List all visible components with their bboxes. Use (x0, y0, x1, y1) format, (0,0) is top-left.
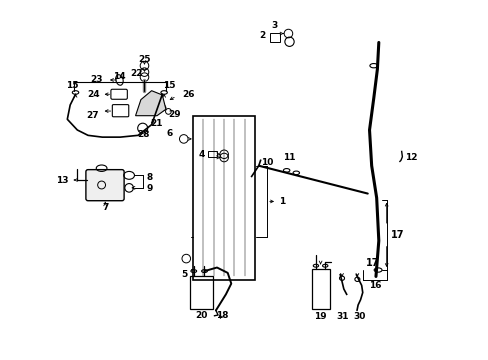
Text: 7: 7 (102, 203, 108, 212)
Text: 15: 15 (65, 81, 78, 90)
Text: 3: 3 (271, 21, 277, 30)
Text: 4: 4 (199, 150, 205, 159)
Bar (311, 269, 329, 309)
Text: 29: 29 (168, 111, 181, 120)
Text: 26: 26 (183, 90, 195, 99)
Text: 23: 23 (90, 76, 102, 85)
Text: 15: 15 (163, 81, 175, 90)
Text: 17: 17 (365, 258, 378, 269)
Polygon shape (135, 91, 165, 116)
Bar (269, 33, 280, 42)
Text: 20: 20 (195, 311, 207, 320)
FancyBboxPatch shape (86, 170, 124, 201)
Bar (192, 116, 255, 280)
Text: 12: 12 (404, 153, 416, 162)
Text: 14: 14 (113, 72, 126, 81)
Text: 24: 24 (87, 90, 100, 99)
Text: 27: 27 (86, 111, 99, 120)
Text: 8: 8 (146, 173, 152, 182)
Text: 28: 28 (137, 130, 149, 139)
Text: 13: 13 (56, 176, 68, 185)
Text: 11: 11 (283, 153, 295, 162)
Text: 30: 30 (352, 312, 365, 321)
Bar (190, 276, 213, 309)
Text: 25: 25 (138, 55, 150, 64)
Text: 31: 31 (335, 312, 348, 321)
Text: 1: 1 (279, 197, 285, 206)
Text: 9: 9 (147, 184, 153, 193)
Bar (207, 151, 217, 157)
Text: 16: 16 (368, 281, 381, 290)
Text: 5: 5 (182, 270, 187, 279)
Text: 10: 10 (260, 158, 272, 167)
Text: 18: 18 (216, 311, 228, 320)
Text: 17: 17 (390, 230, 404, 240)
Text: 6: 6 (166, 129, 173, 138)
Text: 22: 22 (130, 69, 142, 78)
Text: 21: 21 (150, 119, 163, 128)
Text: 19: 19 (314, 312, 326, 321)
Text: 2: 2 (259, 31, 265, 40)
